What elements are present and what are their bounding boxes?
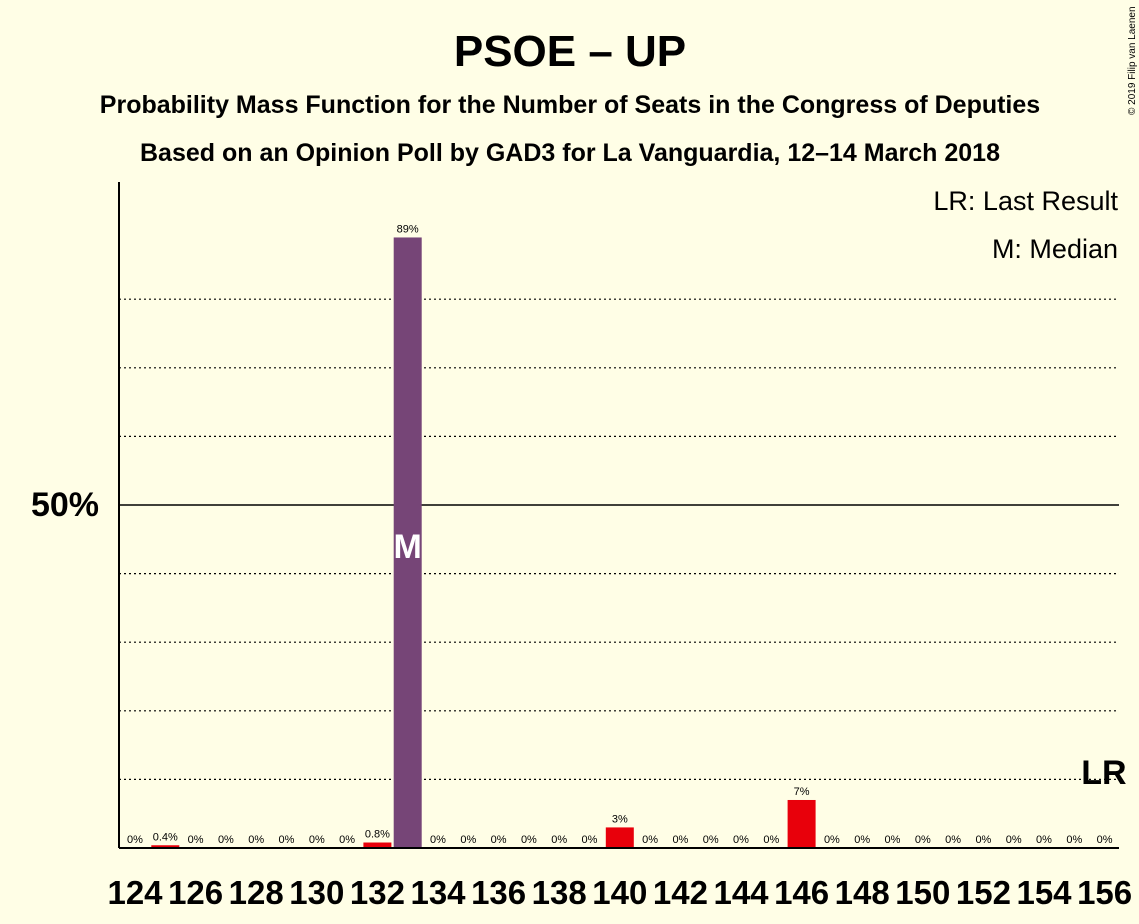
y-tick-label-50: 50% (31, 486, 99, 524)
bar-label-141: 0% (642, 834, 658, 846)
bar-label-131: 0% (339, 834, 355, 846)
chart-title: PSOE – UP (454, 27, 686, 76)
bar-label-153: 0% (1006, 834, 1022, 846)
bar-label-130: 0% (309, 834, 325, 846)
bar-label-143: 0% (703, 834, 719, 846)
x-tick-label-138: 138 (532, 874, 587, 911)
chart-subtitle: Probability Mass Function for the Number… (100, 91, 1040, 119)
bar-label-138: 0% (551, 834, 567, 846)
bar-label-136: 0% (491, 834, 507, 846)
bar-label-128: 0% (248, 834, 264, 846)
bar-label-152: 0% (975, 834, 991, 846)
x-tick-label-152: 152 (956, 874, 1011, 911)
chart-subtitle-source: Based on an Opinion Poll by GAD3 for La … (140, 139, 1000, 167)
x-tick-label-126: 126 (168, 874, 223, 911)
bar-140 (605, 827, 634, 848)
x-tick-labels: 124 126 128 130 132 134 136 138 140 142 144 146 148 1… (107, 874, 1132, 911)
last-result-marker: LR (1081, 754, 1126, 792)
bar-label-144: 0% (733, 834, 749, 846)
x-tick-label-144: 144 (713, 874, 769, 911)
bar-label-125: 0.4% (153, 831, 178, 843)
bar-label-126: 0% (188, 834, 204, 846)
bar-label-156: 0% (1097, 834, 1113, 846)
bar-label-146: 7% (794, 786, 810, 798)
bar-label-147: 0% (824, 834, 840, 846)
bar-label-145: 0% (763, 834, 779, 846)
bar-labels: 0% 0.4% 0% 0% 0% 0% 0% 0% 0.8% 89% 0% 0% 0% 0% 0% 0% 3% 0… (127, 223, 1113, 846)
x-tick-label-154: 154 (1016, 874, 1072, 911)
bar-label-127: 0% (218, 834, 234, 846)
legend-last-result: LR: Last Result (933, 186, 1118, 216)
x-tick-label-136: 136 (471, 874, 526, 911)
bar-label-129: 0% (279, 834, 295, 846)
bar-label-137: 0% (521, 834, 537, 846)
x-tick-label-134: 134 (410, 874, 466, 911)
x-tick-label-142: 142 (653, 874, 708, 911)
bar-label-142: 0% (672, 834, 688, 846)
bar-label-135: 0% (460, 834, 476, 846)
gridlines (119, 298, 1119, 781)
bar-125 (151, 845, 180, 848)
bar-label-149: 0% (885, 834, 901, 846)
bar-label-151: 0% (945, 834, 961, 846)
x-tick-label-128: 128 (229, 874, 284, 911)
legend-median: M: Median (992, 234, 1118, 264)
median-marker: M (394, 528, 422, 566)
bar-label-133: 89% (397, 223, 419, 235)
x-tick-label-140: 140 (592, 874, 647, 911)
x-tick-label-148: 148 (835, 874, 890, 911)
x-tick-label-130: 130 (289, 874, 344, 911)
x-tick-label-124: 124 (107, 874, 163, 911)
bar-label-132: 0.8% (365, 829, 390, 841)
bar-132 (363, 842, 392, 848)
bar-label-148: 0% (854, 834, 870, 846)
x-tick-label-156: 156 (1077, 874, 1132, 911)
bar-label-124: 0% (127, 834, 143, 846)
copyright-note: © 2019 Filip van Laenen (1127, 6, 1138, 115)
bar-label-139: 0% (582, 834, 598, 846)
bar-label-150: 0% (915, 834, 931, 846)
bar-label-155: 0% (1066, 834, 1082, 846)
x-tick-label-150: 150 (895, 874, 950, 911)
markers: M LR (394, 528, 1127, 792)
bar-label-140: 3% (612, 813, 628, 825)
bars (151, 237, 816, 848)
bar-label-154: 0% (1036, 834, 1052, 846)
bar-146 (787, 799, 816, 848)
x-tick-label-132: 132 (350, 874, 405, 911)
bar-label-134: 0% (430, 834, 446, 846)
bar-133 (393, 237, 422, 848)
x-tick-label-146: 146 (774, 874, 829, 911)
